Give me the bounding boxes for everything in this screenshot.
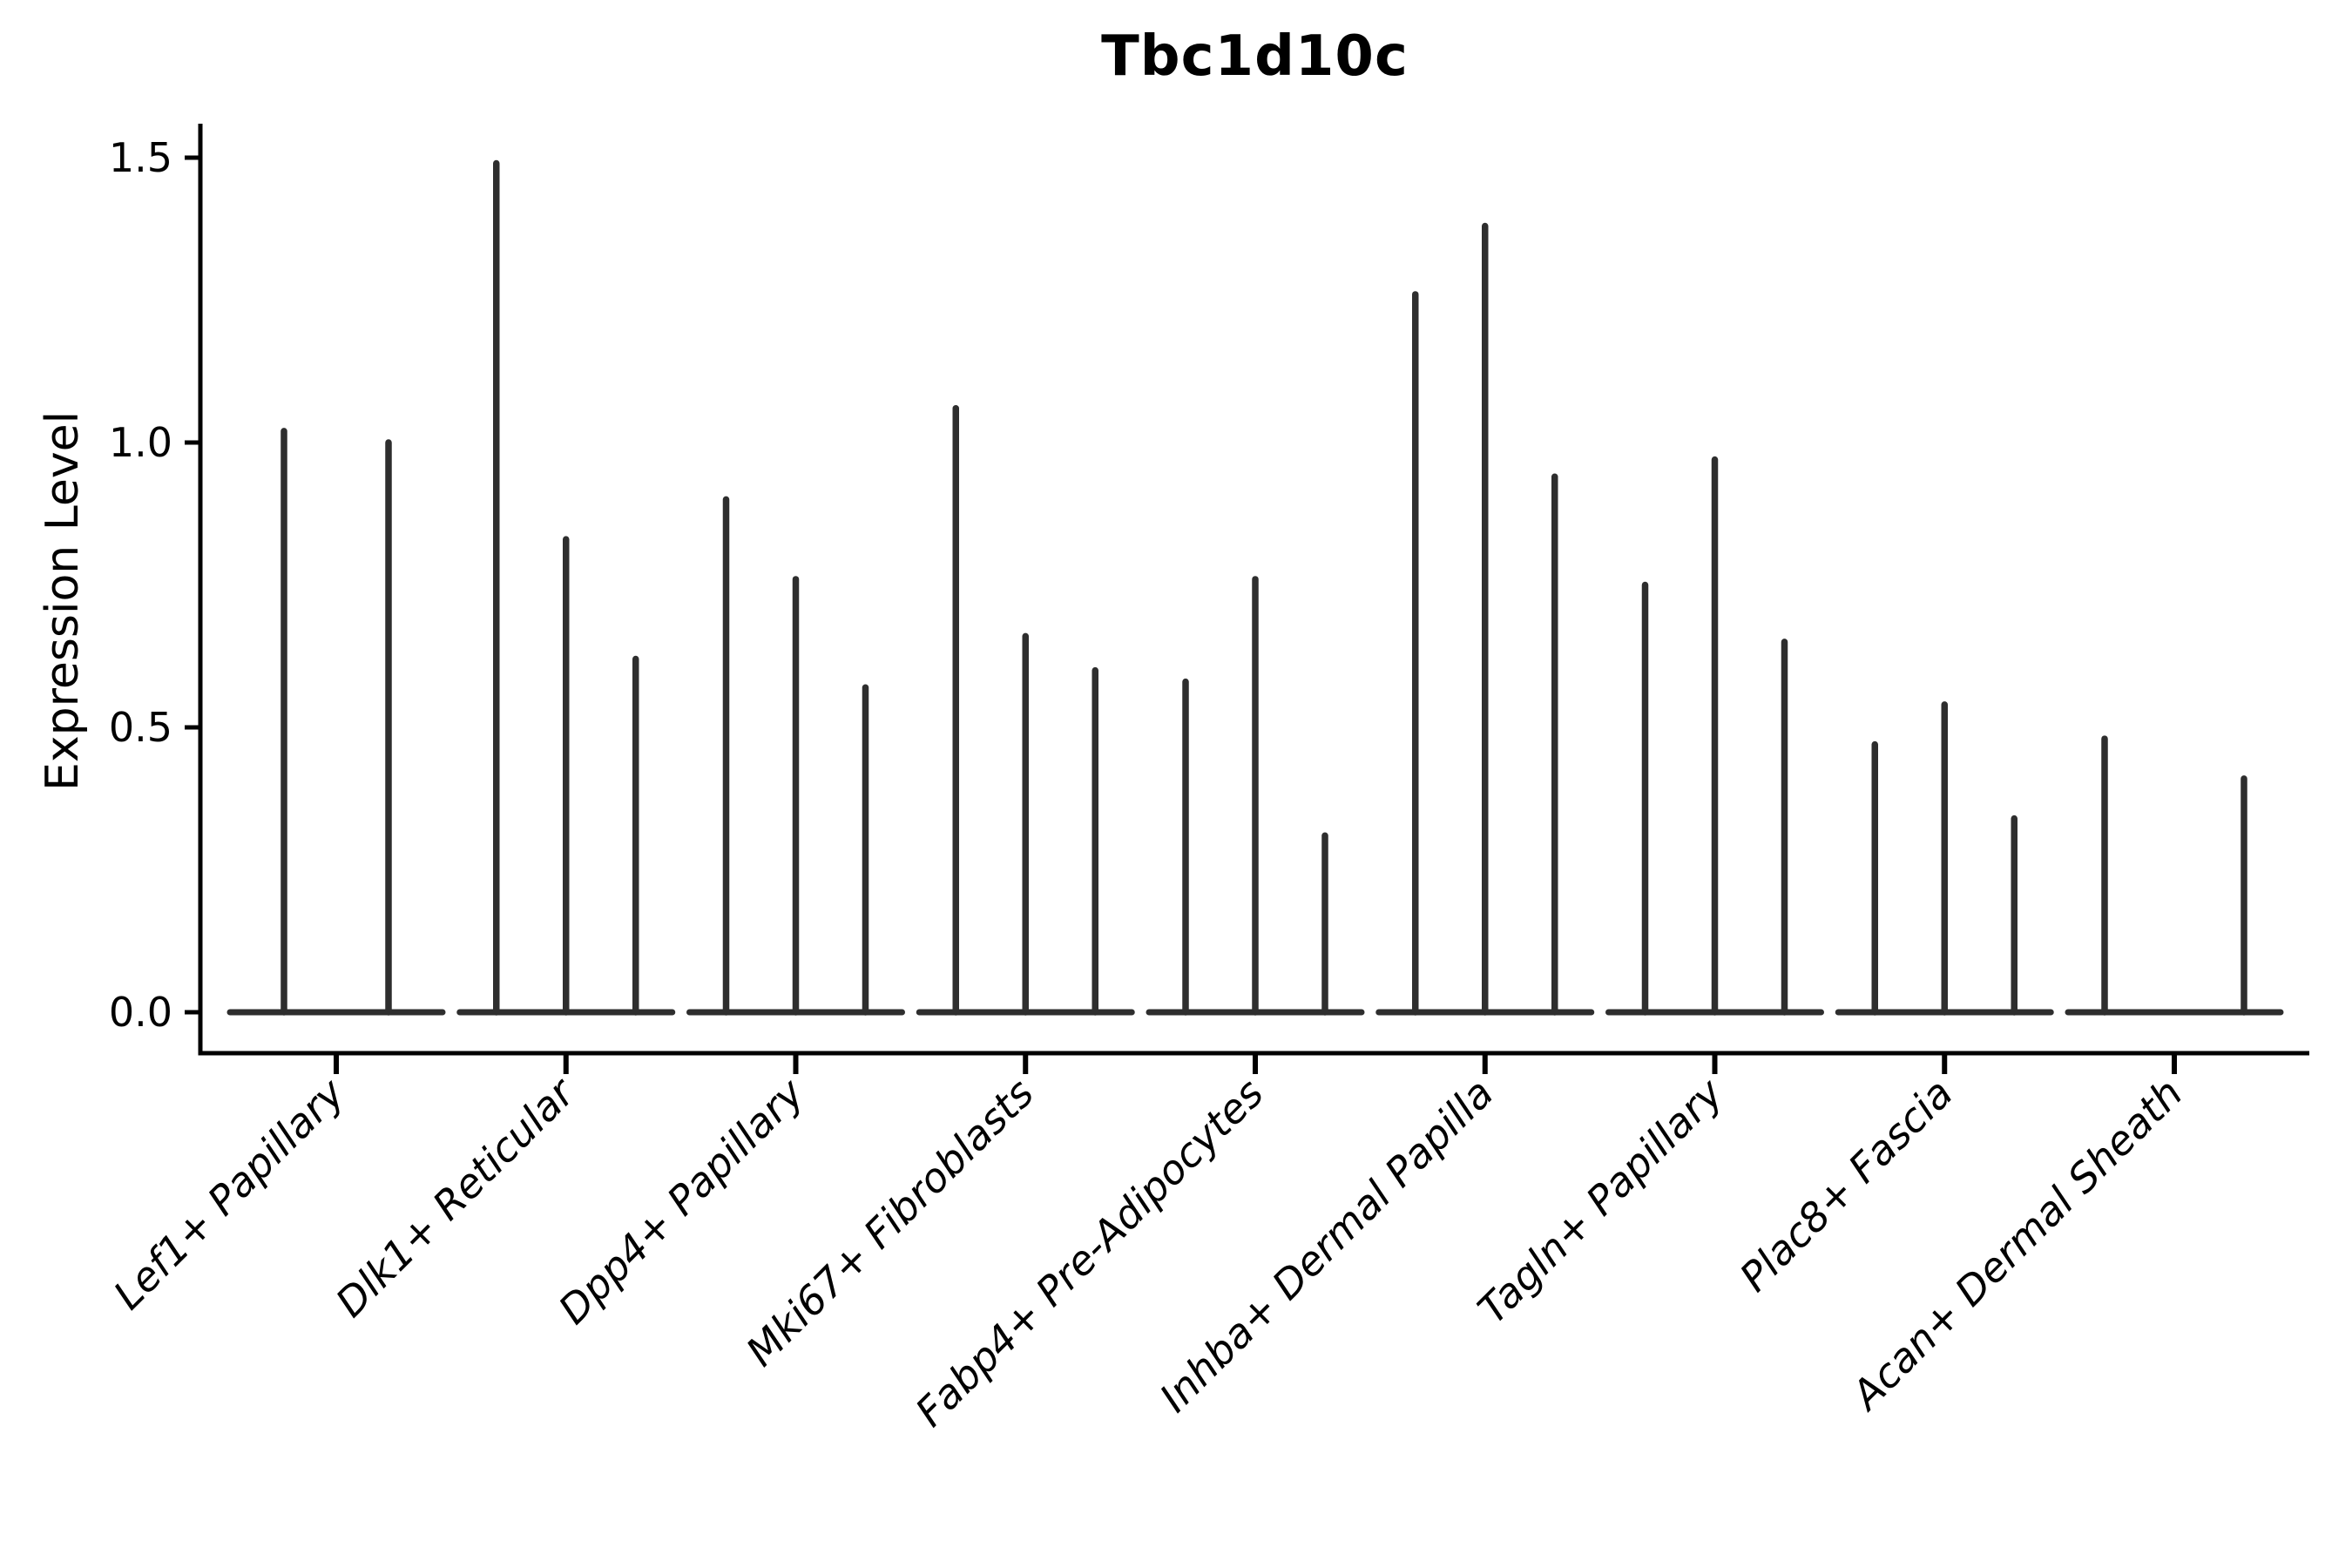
y-tick-label: 1.5 bbox=[109, 134, 172, 181]
violin-group bbox=[1146, 576, 1365, 1016]
violin-group bbox=[1835, 701, 2054, 1016]
x-tick-label: Tagln+ Papillary bbox=[1469, 1069, 1733, 1333]
x-tick-label: Lef1+ Papillary bbox=[105, 1069, 354, 1318]
chart-title: Tbc1d10c bbox=[1101, 24, 1409, 89]
violin-group bbox=[456, 159, 676, 1016]
violin-group bbox=[916, 405, 1135, 1016]
x-tick-label: Dpp4+ Papillary bbox=[550, 1069, 814, 1333]
violin-group bbox=[1605, 456, 1824, 1016]
violin-group bbox=[1375, 222, 1595, 1016]
x-tick-label: Plac8+ Fascia bbox=[1731, 1070, 1962, 1301]
violin-group bbox=[2065, 735, 2284, 1016]
x-tick-label: Dlk1+ Reticular bbox=[327, 1067, 585, 1326]
y-tick-label: 1.0 bbox=[109, 419, 172, 466]
violin-group bbox=[686, 496, 905, 1016]
y-tick-label: 0.0 bbox=[109, 989, 172, 1036]
y-tick-label: 0.5 bbox=[109, 704, 172, 751]
violin-group bbox=[226, 428, 446, 1016]
